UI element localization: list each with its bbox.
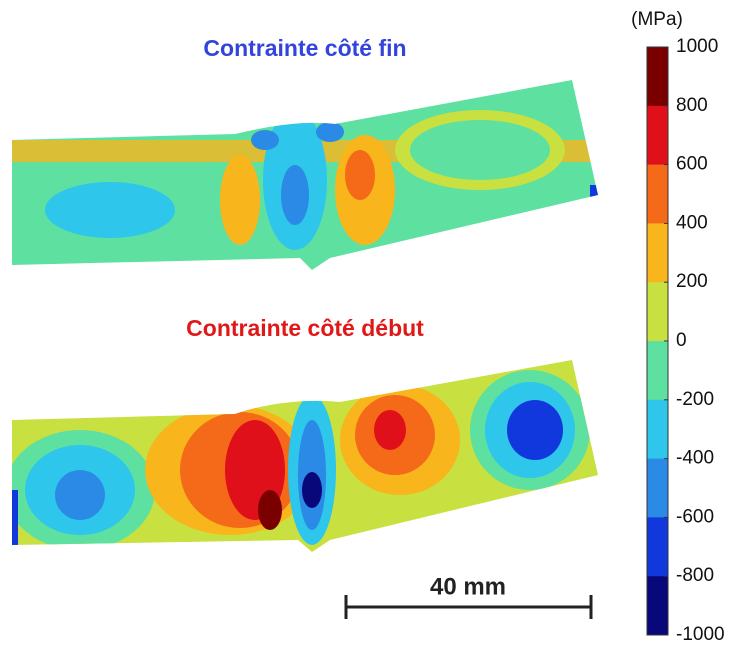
- scale-bar-label: 40 mm: [430, 573, 506, 600]
- colorbar-band: [647, 341, 668, 401]
- colorbar: 1000 800 600 400 200 0 -200 -400 -600 -800 -1000: [646, 36, 725, 645]
- colorbar-band: [647, 517, 668, 577]
- colorbar-band: [647, 282, 668, 342]
- colorbar-band: [647, 458, 668, 518]
- colorbar-tick-label: 200: [676, 271, 708, 292]
- map-title: Contrainte côté début: [186, 315, 424, 341]
- colorbar-band: [647, 105, 668, 166]
- colorbar-band: [647, 576, 668, 636]
- colorbar-tick-label: 0: [676, 330, 687, 351]
- colorbar-tick-label: -600: [676, 506, 714, 527]
- colorbar-band: [647, 47, 668, 107]
- colorbar-band: [647, 164, 668, 224]
- stress-map-debut: [12, 360, 598, 552]
- colorbar-tick-label: -200: [676, 389, 714, 410]
- map-title: Contrainte côté fin: [203, 35, 406, 61]
- colorbar-unit: (MPa): [631, 9, 683, 30]
- colorbar-tick-label: -1000: [676, 624, 725, 645]
- colorbar-band: [647, 223, 668, 283]
- stress-map-fin: [12, 80, 598, 270]
- colorbar-tick-label: -400: [676, 448, 714, 469]
- colorbar-tick-label: 400: [676, 212, 708, 233]
- colorbar-band: [647, 399, 668, 460]
- colorbar-tick-label: 600: [676, 154, 708, 175]
- colorbar-tick-label: -800: [676, 565, 714, 586]
- colorbar-tick-label: 800: [676, 95, 708, 116]
- colorbar-tick-label: 1000: [676, 36, 718, 57]
